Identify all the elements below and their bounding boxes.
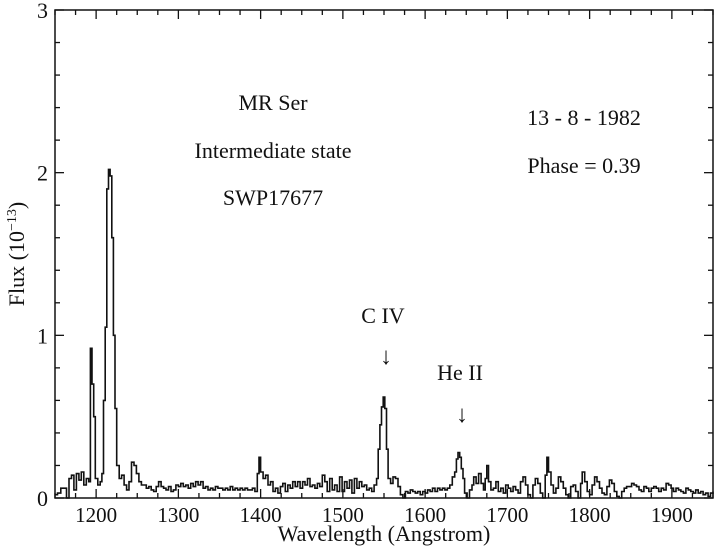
y-tick-label: 1: [37, 323, 48, 348]
x-tick-label: 1300: [157, 503, 199, 527]
state-annotation: Intermediate state: [195, 138, 352, 163]
heii-arrow-icon: ↓: [456, 402, 468, 428]
axis-ticks: [54, 9, 714, 499]
spectrum-line: [55, 168, 714, 499]
tick-labels: 1200 1300 1400 1500 1600 1700 1800 1900 0 1 2 3: [37, 0, 693, 527]
object-name-annotation: MR Ser: [238, 90, 308, 115]
x-tick-label: 1400: [240, 503, 282, 527]
civ-arrow-icon: ↓: [380, 344, 392, 370]
x-tick-label: 1900: [651, 503, 693, 527]
y-tick-label: 3: [37, 0, 48, 23]
y-axis-label: Flux (10−13): [4, 202, 29, 306]
y-tick-label: 2: [37, 161, 48, 186]
x-tick-label: 1500: [322, 503, 364, 527]
x-tick-label: 1200: [75, 503, 117, 527]
phase-annotation: Phase = 0.39: [527, 153, 640, 178]
x-tick-label: 1800: [569, 503, 611, 527]
image-id-annotation: SWP17677: [223, 185, 323, 210]
x-axis-label: Wavelength (Angstrom): [278, 521, 491, 546]
date-annotation: 13 - 8 - 1982: [527, 105, 641, 130]
x-tick-label: 1600: [404, 503, 446, 527]
plot-frame: [54, 9, 714, 499]
civ-line-label: C IV: [361, 303, 405, 328]
y-tick-label: 0: [37, 486, 48, 511]
x-tick-label: 1700: [486, 503, 528, 527]
heii-line-label: He II: [437, 360, 483, 385]
